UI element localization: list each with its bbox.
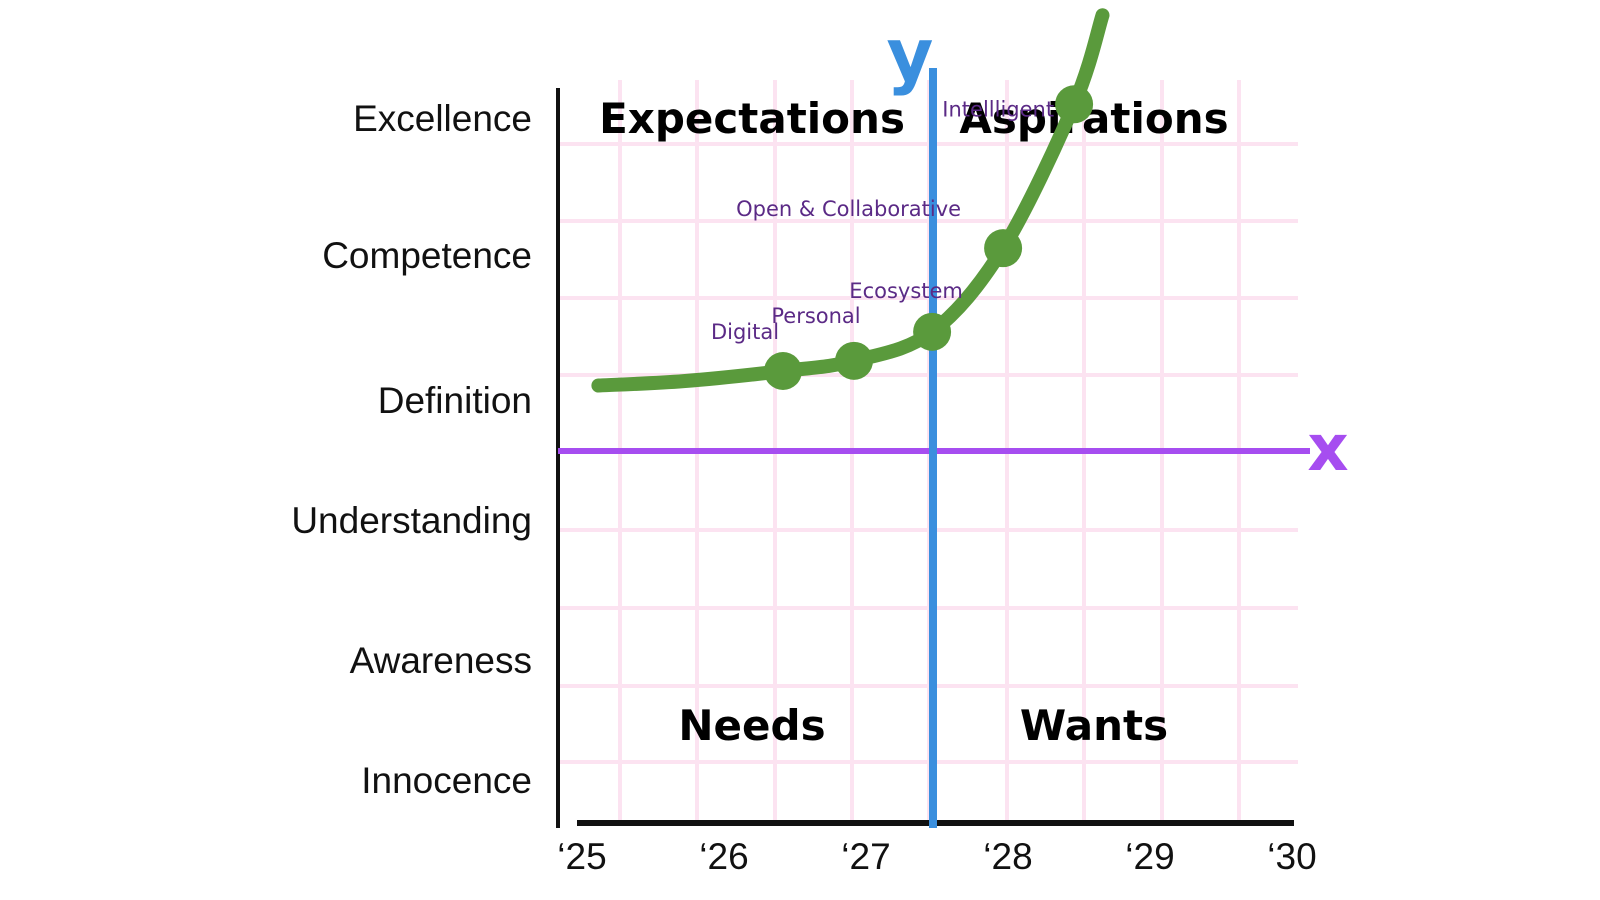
x-axis-marker: x (1307, 412, 1348, 486)
data-point-digital (764, 352, 802, 390)
y-level-label: Competence (322, 235, 532, 276)
data-point-label: Open & Collaborative (736, 197, 961, 221)
x-tick-label: ‘30 (1267, 836, 1316, 877)
x-tick-label: ‘29 (1125, 836, 1174, 877)
data-point-open-collaborative (984, 229, 1023, 268)
data-point-ecosystem (913, 312, 952, 351)
quadrant-label-bottom-right: Wants (1020, 701, 1168, 750)
quadrant-label-top-left: Expectations (599, 94, 905, 143)
y-level-labels: Innocence Awareness Understanding Definitio… (291, 98, 532, 801)
data-point-label: Intellligent (942, 97, 1054, 121)
data-point-label: Ecosystem (849, 279, 963, 303)
y-level-label: Awareness (350, 640, 532, 681)
y-level-label: Innocence (361, 760, 532, 801)
data-point-label: Digital (711, 320, 779, 344)
y-axis-marker: y (887, 13, 934, 97)
y-level-label: Excellence (353, 98, 532, 139)
y-level-label: Definition (378, 380, 532, 421)
x-tick-label: ‘27 (841, 836, 890, 877)
x-tick-label: ‘26 (699, 836, 748, 877)
x-tick-label: ‘25 (557, 836, 606, 877)
quadrant-label-bottom-left: Needs (678, 701, 825, 750)
x-tick-labels: ‘25 ‘26 ‘27 ‘28 ‘29 ‘30 (557, 836, 1316, 877)
data-point-personal (835, 341, 873, 380)
quadrant-label-top-right: Aspirations (959, 94, 1228, 143)
axes: yx (556, 13, 1349, 828)
data-point-intellligent (1055, 85, 1094, 124)
y-level-label: Understanding (291, 500, 532, 541)
quadrant-labels: Expectations Aspirations Needs Wants (599, 94, 1229, 750)
x-tick-label: ‘28 (983, 836, 1032, 877)
data-point-label: Personal (771, 304, 860, 328)
